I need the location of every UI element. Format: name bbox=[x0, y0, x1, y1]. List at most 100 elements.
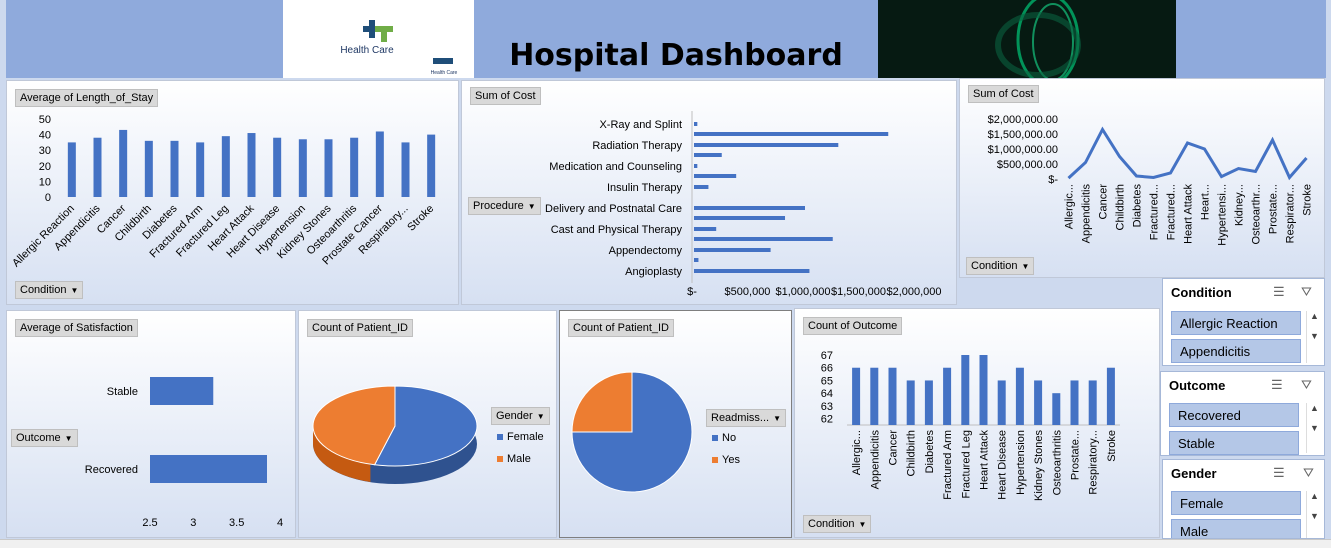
bar bbox=[694, 269, 810, 273]
x-tick-label: Stroke bbox=[1106, 430, 1118, 462]
cost-condition-filter[interactable]: Condition ▼ bbox=[966, 257, 1035, 275]
cost-condition-title: Sum of Cost bbox=[968, 85, 1039, 103]
cost-procedure-title: Sum of Cost bbox=[470, 87, 541, 105]
outcome-slicer-scrollbar[interactable]: ▲ ▼ bbox=[1306, 403, 1322, 453]
pie-slice bbox=[571, 371, 633, 433]
x-tick-label: Heart... bbox=[1200, 184, 1212, 220]
satisfaction-chart: Stable Recovered 2.5 3 3.5 4 bbox=[85, 377, 283, 529]
y-tick-label: 30 bbox=[39, 145, 51, 157]
x-tick-label: Respirator... bbox=[1285, 184, 1297, 243]
health-care-logo: Health Care Health Care bbox=[283, 0, 474, 78]
x-tick-label: Hypertension bbox=[1015, 430, 1027, 495]
outcome-count-filter[interactable]: Condition ▼ bbox=[803, 515, 872, 533]
clear-filter-icon[interactable]: ⛛ bbox=[1301, 284, 1312, 299]
bar bbox=[170, 140, 179, 197]
gender-legend: Female Male bbox=[497, 431, 544, 465]
pie-slice bbox=[571, 371, 693, 493]
category-label: Delivery and Postnatal Care bbox=[545, 203, 682, 215]
x-tick-label: Diabetes bbox=[1132, 184, 1144, 228]
outcome-filter[interactable]: Outcome ▼ bbox=[11, 429, 78, 447]
x-tick-label: Heart Attack bbox=[979, 430, 991, 490]
y-tick-label: 65 bbox=[821, 375, 833, 387]
bar bbox=[943, 367, 952, 425]
bar bbox=[1015, 367, 1024, 425]
legend-no: No bbox=[722, 432, 737, 444]
y-tick-label: 20 bbox=[39, 161, 51, 173]
y-tick-label: 67 bbox=[821, 350, 833, 362]
x-tick-label: Cancer bbox=[888, 430, 900, 466]
clear-filter-icon[interactable]: ⛛ bbox=[1301, 377, 1312, 392]
y-tick-label: $500,000.00 bbox=[997, 159, 1058, 171]
bar bbox=[427, 134, 436, 197]
y-tick-label: 63 bbox=[821, 401, 833, 413]
x-tick-label: Osteoarthritis bbox=[1051, 430, 1063, 496]
bar bbox=[870, 367, 879, 425]
procedure-filter[interactable]: Procedure ▼ bbox=[468, 197, 541, 215]
series-line bbox=[1067, 126, 1308, 181]
x-tick-label: Fractured Arm bbox=[942, 430, 954, 500]
bar bbox=[694, 143, 839, 147]
bar bbox=[888, 367, 897, 425]
x-tick-label: Prostate... bbox=[1268, 184, 1280, 234]
readmission-filter[interactable]: Readmiss... ▼ bbox=[706, 409, 786, 427]
sheet-tabs-bar[interactable] bbox=[0, 539, 1331, 548]
slicer-item-stable[interactable]: Stable bbox=[1169, 431, 1299, 455]
bar bbox=[694, 248, 771, 252]
multi-select-icon[interactable]: ☰ bbox=[1273, 465, 1285, 480]
bar bbox=[375, 131, 384, 197]
slicer-item-recovered[interactable]: Recovered bbox=[1169, 403, 1299, 427]
bar bbox=[694, 258, 699, 262]
y-tick-label: 10 bbox=[39, 176, 51, 188]
category-label: Appendectomy bbox=[609, 245, 683, 257]
y-tick-label: $2,000,000.00 bbox=[988, 114, 1058, 126]
y-tick-label: $- bbox=[1048, 174, 1058, 186]
multi-select-icon[interactable]: ☰ bbox=[1273, 284, 1285, 299]
x-tick-label: Hypertensi... bbox=[1217, 184, 1229, 246]
gender-pie-title: Count of Patient_ID bbox=[307, 319, 414, 337]
bar bbox=[694, 122, 698, 126]
svg-text:Health Care: Health Care bbox=[431, 70, 458, 76]
slicer-item-allergic-reaction[interactable]: Allergic Reaction bbox=[1171, 311, 1301, 335]
bar bbox=[694, 174, 737, 178]
readmission-legend: No Yes bbox=[712, 432, 740, 466]
slicer-item-appendicitis[interactable]: Appendicitis bbox=[1171, 339, 1301, 363]
x-tick-label: $2,000,000 bbox=[886, 286, 941, 298]
svg-text:Health Care: Health Care bbox=[340, 45, 394, 56]
multi-select-icon[interactable]: ☰ bbox=[1271, 377, 1283, 392]
outcome-slicer: Outcome ☰ ⛛ Recovered Stable ▲ ▼ bbox=[1160, 371, 1325, 456]
los-condition-filter[interactable]: Condition ▼ bbox=[15, 281, 84, 299]
page-title: Hospital Dashboard bbox=[509, 38, 843, 73]
x-tick-label: Stroke bbox=[1302, 184, 1314, 216]
category-label: Radiation Therapy bbox=[592, 140, 682, 152]
category-label: Recovered bbox=[85, 464, 138, 476]
legend-female: Female bbox=[507, 431, 544, 443]
slicer-item-female[interactable]: Female bbox=[1171, 491, 1301, 515]
bar bbox=[1052, 393, 1061, 425]
clear-filter-icon[interactable]: ⛛ bbox=[1303, 465, 1314, 480]
x-tick-label: Childbirth bbox=[1115, 184, 1127, 230]
readmission-pie-chart bbox=[571, 371, 693, 493]
x-tick-label: 4 bbox=[277, 517, 283, 529]
x-tick-label: $500,000 bbox=[725, 286, 771, 298]
category-label: Stable bbox=[107, 386, 138, 398]
slicer-item-male[interactable]: Male bbox=[1171, 519, 1301, 538]
x-tick-label: Fractured Leg bbox=[960, 430, 972, 498]
bar bbox=[93, 137, 102, 197]
gender-slicer: Gender ☰ ⛛ Female Male ▲ ▼ bbox=[1162, 459, 1325, 539]
bar bbox=[852, 367, 861, 425]
gender-filter[interactable]: Gender ▼ bbox=[491, 407, 550, 425]
legend-male: Male bbox=[507, 453, 531, 465]
bar bbox=[324, 139, 333, 197]
gender-slicer-scrollbar[interactable]: ▲ ▼ bbox=[1306, 491, 1322, 538]
bar bbox=[979, 355, 988, 425]
x-tick-label: Prostate... bbox=[1070, 430, 1082, 480]
logo-cross-icon: Health Care Health Care bbox=[340, 20, 458, 76]
outcome-slicer-title: Outcome bbox=[1169, 378, 1226, 393]
bar bbox=[1070, 380, 1079, 425]
condition-slicer-scrollbar[interactable]: ▲ ▼ bbox=[1306, 311, 1322, 363]
x-tick-label: 3.5 bbox=[229, 517, 244, 529]
bar bbox=[221, 136, 230, 197]
category-label: Medication and Counseling bbox=[549, 161, 682, 173]
